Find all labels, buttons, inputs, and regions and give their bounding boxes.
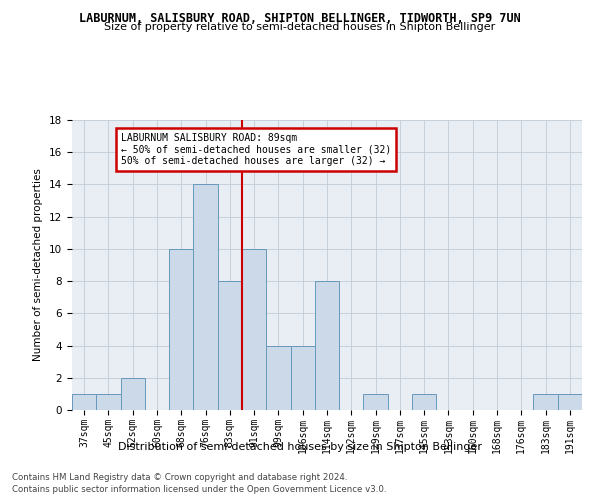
Y-axis label: Number of semi-detached properties: Number of semi-detached properties (34, 168, 43, 362)
Bar (412, 394, 436, 410)
Bar (169, 249, 193, 410)
Bar (193, 184, 218, 410)
Bar (315, 281, 339, 410)
Text: Distribution of semi-detached houses by size in Shipton Bellinger: Distribution of semi-detached houses by … (118, 442, 482, 452)
Bar (533, 394, 558, 410)
Text: Contains HM Land Registry data © Crown copyright and database right 2024.: Contains HM Land Registry data © Crown c… (12, 472, 347, 482)
Bar (290, 346, 315, 410)
Text: Contains public sector information licensed under the Open Government Licence v3: Contains public sector information licen… (12, 485, 386, 494)
Bar (266, 346, 290, 410)
Bar (242, 249, 266, 410)
Bar (96, 394, 121, 410)
Bar (121, 378, 145, 410)
Bar (364, 394, 388, 410)
Text: LABURNUM SALISBURY ROAD: 89sqm
← 50% of semi-detached houses are smaller (32)
50: LABURNUM SALISBURY ROAD: 89sqm ← 50% of … (121, 133, 391, 166)
Bar (558, 394, 582, 410)
Bar (72, 394, 96, 410)
Text: LABURNUM, SALISBURY ROAD, SHIPTON BELLINGER, TIDWORTH, SP9 7UN: LABURNUM, SALISBURY ROAD, SHIPTON BELLIN… (79, 12, 521, 26)
Bar (218, 281, 242, 410)
Text: Size of property relative to semi-detached houses in Shipton Bellinger: Size of property relative to semi-detach… (104, 22, 496, 32)
